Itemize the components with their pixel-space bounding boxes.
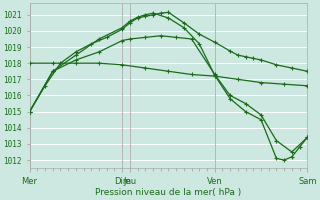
X-axis label: Pression niveau de la mer( hPa ): Pression niveau de la mer( hPa )	[95, 188, 242, 197]
